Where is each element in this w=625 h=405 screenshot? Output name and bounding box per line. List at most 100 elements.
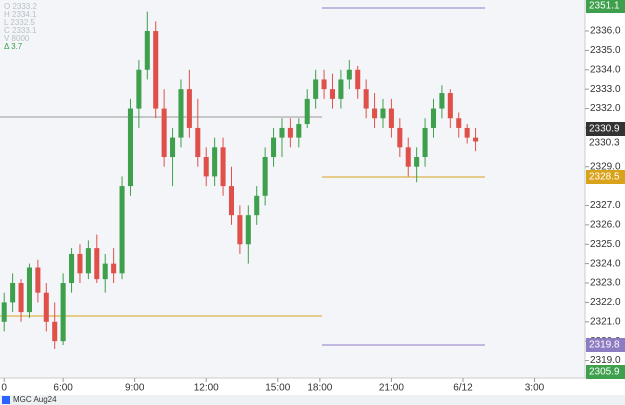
candle-body (26, 267, 32, 313)
x-tick-label: 12:00 (194, 383, 219, 394)
candle-body (363, 89, 369, 109)
candle-body (77, 253, 83, 274)
y-tick-label: 2335.0 (590, 45, 621, 56)
candle-body (271, 137, 277, 158)
price-tag: 2328.5 (586, 170, 625, 184)
candle-body (212, 147, 218, 177)
candle-body (102, 263, 108, 280)
price-tag-label: 2351.1 (589, 1, 620, 12)
footer-bar (0, 395, 625, 405)
price-tag: 2330.3 (586, 136, 625, 150)
x-tick-label: 15:00 (265, 383, 290, 394)
y-tick-label: 2329.0 (590, 161, 621, 172)
candle-body (430, 108, 437, 128)
candle-body (119, 186, 125, 274)
candle-body (254, 195, 260, 216)
y-tick-label: 2324.0 (590, 258, 621, 269)
candle-body (127, 108, 133, 187)
candle-body (473, 137, 479, 142)
price-tag-label: 2328.5 (589, 172, 620, 183)
candle-body (447, 93, 453, 119)
x-tick-label: 0 (1, 383, 7, 394)
candle-body (346, 69, 352, 80)
legend: O 2333.2H 2334.1L 2332.5C 2333.1V 8000Δ … (4, 2, 37, 51)
candle-body (178, 89, 184, 138)
x-tick-label: 6/12 (453, 383, 473, 394)
candle-body (414, 157, 420, 167)
candle-body (136, 69, 142, 109)
x-tick-label: 6:00 (53, 383, 73, 394)
price-tag-label: 2319.8 (589, 340, 620, 351)
price-tag-label: 2330.9 (589, 124, 620, 135)
candle-body (69, 253, 75, 284)
x-tick-label: 18:00 (307, 383, 332, 394)
price-tag-box (586, 338, 625, 352)
y-tick-label: 2325.0 (590, 239, 621, 250)
y-tick-label: 2323.0 (590, 278, 621, 289)
y-tick-label: 2334.0 (590, 64, 621, 75)
candle-body (372, 108, 378, 119)
symbol-icon[interactable] (2, 396, 10, 404)
candle-body (153, 31, 159, 109)
candle-body (388, 108, 394, 128)
candle-body (321, 79, 327, 90)
candle-body (262, 157, 268, 196)
candle-body (296, 124, 302, 138)
candle-body (422, 127, 428, 158)
price-tag-box (586, 0, 625, 13)
price-tag-label: 2330.3 (589, 138, 620, 149)
candle-body (35, 267, 41, 293)
candle-body (313, 79, 319, 99)
candle-body (464, 127, 470, 138)
price-tag-box (586, 365, 625, 379)
candle-body (195, 127, 201, 158)
y-tick-label: 2332.0 (590, 103, 621, 114)
legend-text: H 2334.1 (4, 10, 37, 19)
candle-body (52, 321, 58, 342)
price-tag-label: 2305.9 (589, 367, 620, 378)
price-tag: 2351.1 (586, 0, 625, 13)
y-tick-label: 2333.0 (590, 84, 621, 95)
candle-body (85, 248, 91, 274)
legend-text: V 8000 (4, 34, 30, 43)
candle-body (405, 147, 411, 167)
price-tag-box (586, 136, 625, 150)
candle-body (94, 248, 100, 280)
candle-body (170, 137, 176, 158)
x-tick-label: 3:00 (525, 383, 545, 394)
legend-text: O 2333.2 (4, 2, 37, 11)
candle-body (111, 263, 117, 274)
candle-body (43, 292, 49, 322)
candle-body (18, 283, 24, 313)
candle-body (237, 215, 243, 245)
candle-body (144, 31, 150, 70)
candle-body (203, 157, 209, 177)
y-tick-label: 2319.0 (590, 355, 621, 366)
y-tick-label: 2321.0 (590, 316, 621, 327)
candle-body (304, 98, 310, 125)
symbol-label: MGC Aug24 (13, 395, 57, 404)
price-tag-box (586, 170, 625, 184)
candle-body (456, 118, 462, 128)
candle-body (186, 89, 192, 128)
candle-body (329, 89, 336, 99)
y-tick-label: 2326.0 (590, 220, 621, 231)
candle-body (380, 108, 386, 119)
candle-body (228, 186, 234, 216)
candle-body (161, 108, 167, 158)
plot-background (0, 0, 585, 378)
price-tag-box (586, 122, 625, 136)
candle-body (279, 127, 285, 138)
legend-text: C 2333.1 (4, 26, 37, 35)
legend-text: Δ 3.7 (4, 42, 23, 51)
price-tag: 2319.8 (586, 338, 625, 352)
candle-body (338, 79, 344, 99)
price-tag: 2305.9 (586, 365, 625, 379)
candle-body (397, 127, 403, 148)
x-tick-label: 21:00 (379, 383, 404, 394)
candle-body (439, 93, 445, 109)
candle-body (287, 127, 293, 138)
price-tag: 2330.9 (586, 122, 625, 136)
candle-body (1, 302, 7, 322)
